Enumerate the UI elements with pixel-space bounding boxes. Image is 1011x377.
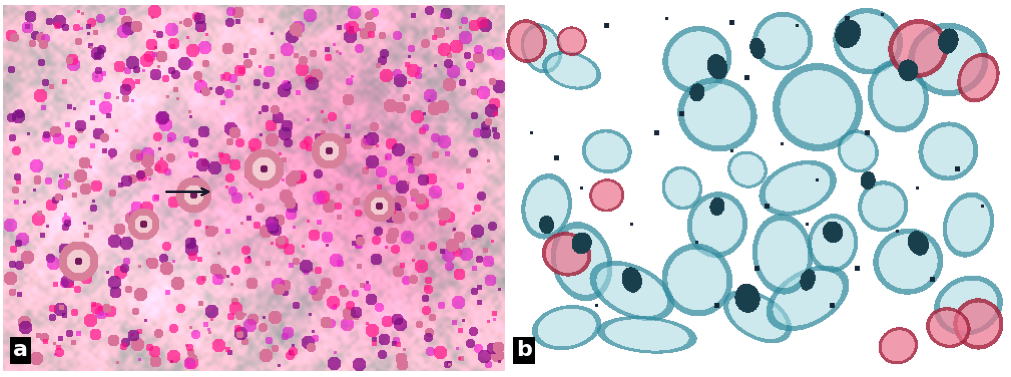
Text: a: a (13, 340, 28, 360)
Text: b: b (516, 340, 532, 360)
